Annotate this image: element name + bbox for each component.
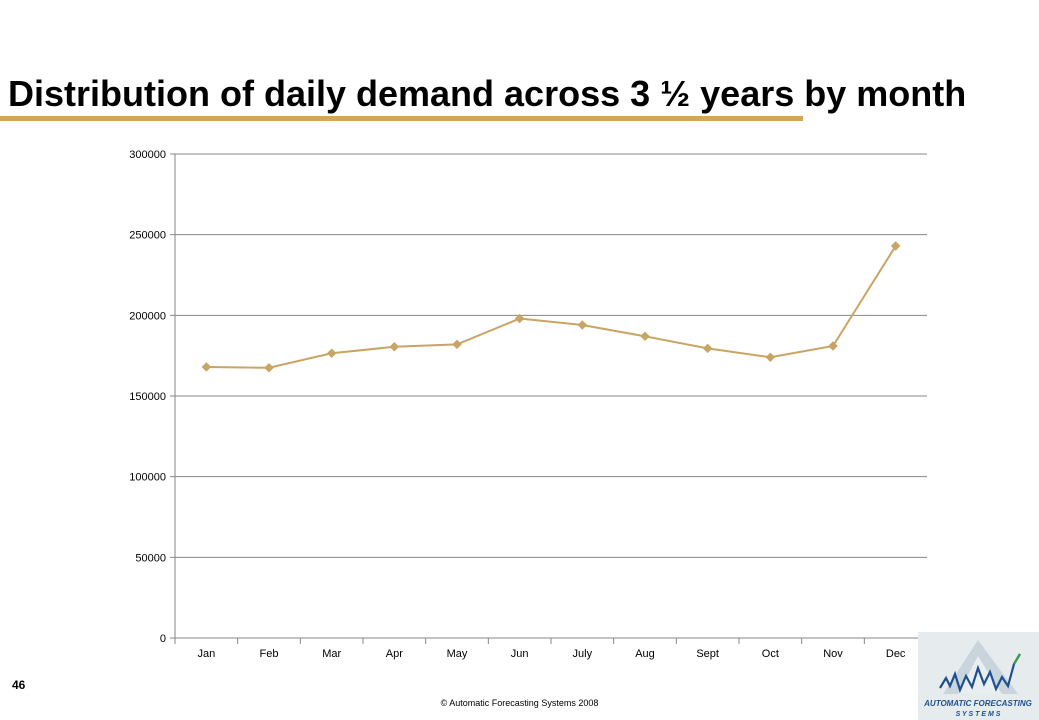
axes xyxy=(170,153,928,644)
y-tick-label: 100000 xyxy=(129,472,166,484)
x-tick-label: Dec xyxy=(886,648,906,660)
data-point xyxy=(201,362,212,372)
company-logo: AUTOMATIC FORECASTING S Y S T E M S xyxy=(918,632,1039,720)
data-point xyxy=(640,331,650,342)
x-tick-label: Nov xyxy=(823,648,843,660)
x-tick-label: Jun xyxy=(511,648,529,660)
x-tick-labels: Jan Feb Mar Apr May Jun July Aug Sept Oct Nov Dec xyxy=(197,648,905,660)
data-point xyxy=(702,343,713,354)
data-point xyxy=(890,241,901,251)
data-point xyxy=(452,339,462,350)
y-tick-label: 0 xyxy=(160,633,166,645)
y-tick-label: 150000 xyxy=(129,391,166,403)
page-number: 46 xyxy=(12,678,26,692)
y-tick-label: 200000 xyxy=(129,310,166,322)
data-point xyxy=(264,362,274,373)
page-title: Distribution of daily demand across 3 ½ … xyxy=(8,73,967,114)
x-tick-label: July xyxy=(573,648,593,660)
data-point xyxy=(389,341,400,352)
x-tick-label: Jan xyxy=(197,648,215,660)
data-point xyxy=(828,341,838,351)
x-tick-label: Aug xyxy=(635,648,655,660)
x-tick-label: Mar xyxy=(322,648,341,660)
logo-text-line2: S Y S T E M S xyxy=(956,711,1001,718)
series-demand xyxy=(201,241,901,373)
y-tick-label: 300000 xyxy=(129,149,166,161)
y-tick-label: 50000 xyxy=(135,552,166,564)
title-underline xyxy=(0,116,803,121)
data-point xyxy=(514,313,525,324)
x-tick-label: May xyxy=(447,648,468,660)
gridlines xyxy=(175,153,927,639)
y-tick-labels: 0 50000 100000 150000 200000 250000 300000 xyxy=(129,149,166,645)
x-tick-label: Apr xyxy=(386,648,403,660)
series-line xyxy=(206,245,897,369)
x-tick-label: Oct xyxy=(762,648,779,660)
x-tick-label: Feb xyxy=(260,648,279,660)
logo-text-line1: AUTOMATIC FORECASTING xyxy=(923,699,1032,708)
x-tick-label: Sept xyxy=(696,648,719,660)
y-tick-label: 250000 xyxy=(129,230,166,242)
data-point xyxy=(765,352,776,363)
data-point xyxy=(577,320,588,330)
data-point xyxy=(326,348,337,359)
copyright-footer: © Automatic Forecasting Systems 2008 xyxy=(440,698,599,708)
